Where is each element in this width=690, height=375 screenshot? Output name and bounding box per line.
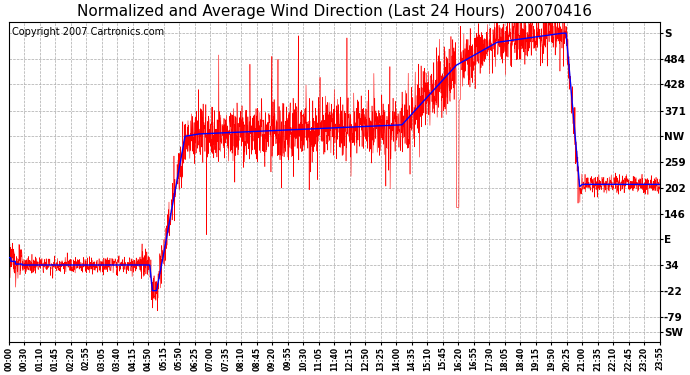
Title: Normalized and Average Wind Direction (Last 24 Hours)  20070416: Normalized and Average Wind Direction (L… xyxy=(77,4,591,19)
Text: Copyright 2007 Cartronics.com: Copyright 2007 Cartronics.com xyxy=(12,27,164,36)
